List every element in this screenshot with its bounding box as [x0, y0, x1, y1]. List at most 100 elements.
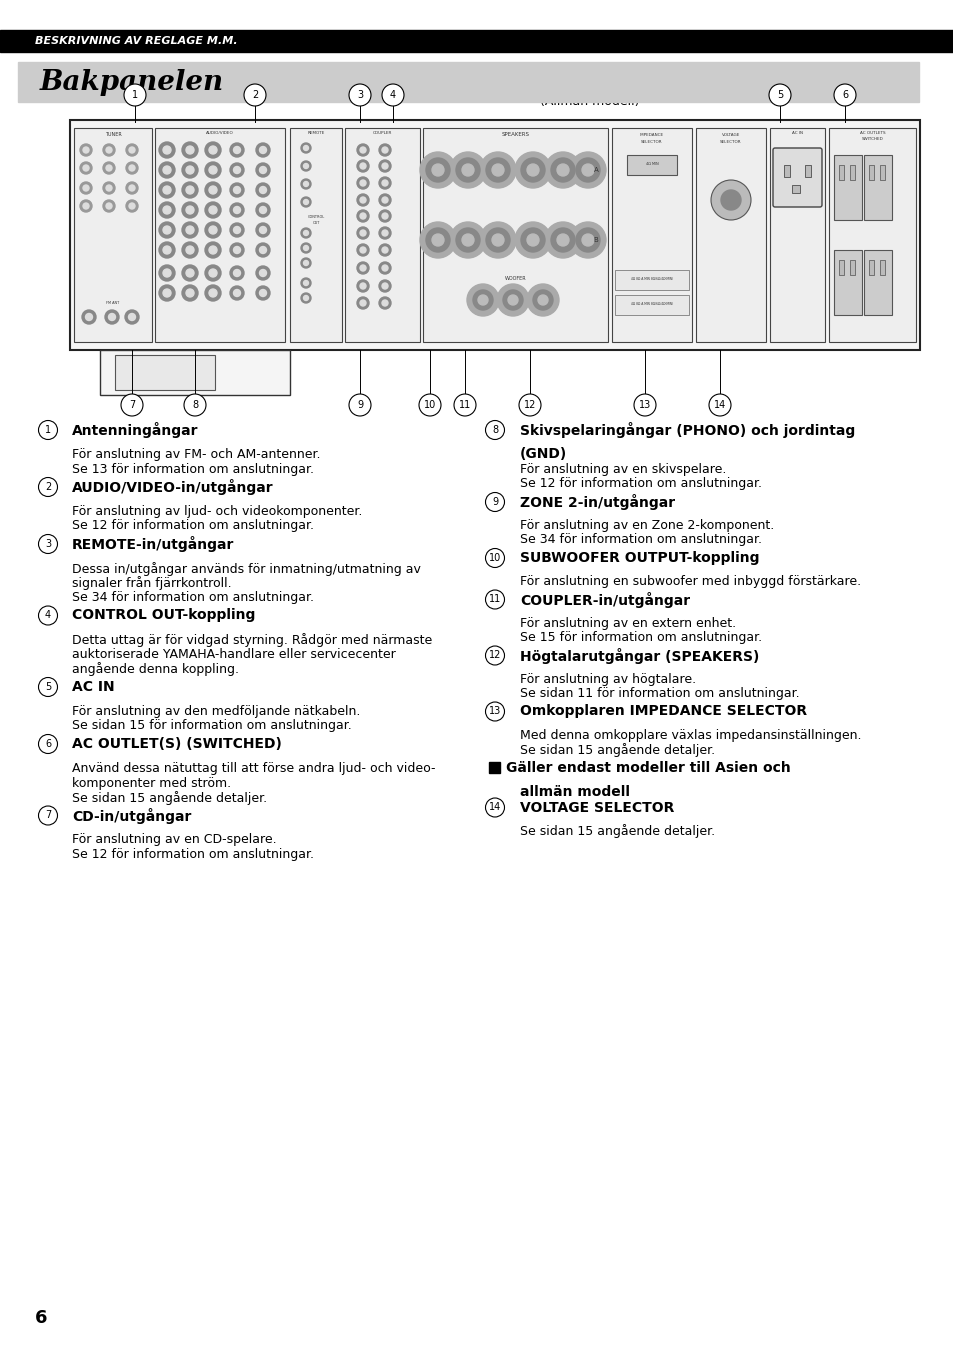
Circle shape	[126, 144, 138, 156]
Circle shape	[381, 283, 388, 288]
Circle shape	[454, 394, 476, 417]
Circle shape	[186, 226, 193, 235]
Text: 14: 14	[488, 802, 500, 813]
Circle shape	[418, 394, 440, 417]
Circle shape	[518, 394, 540, 417]
Bar	[615, 270, 688, 290]
Text: 9: 9	[356, 400, 363, 410]
Circle shape	[356, 210, 369, 222]
Circle shape	[38, 806, 57, 825]
Circle shape	[233, 147, 240, 154]
Bar	[422, 128, 607, 342]
Circle shape	[163, 206, 171, 214]
Circle shape	[209, 186, 216, 194]
Circle shape	[233, 247, 240, 253]
Circle shape	[209, 226, 216, 235]
Circle shape	[159, 182, 174, 198]
Text: Se 12 för information om anslutningar.: Se 12 för information om anslutningar.	[519, 477, 761, 491]
Circle shape	[356, 194, 369, 206]
Text: 4: 4	[45, 611, 51, 620]
Text: (GND): (GND)	[519, 448, 567, 461]
Circle shape	[461, 235, 474, 245]
Circle shape	[359, 197, 366, 204]
Text: SELECTOR: SELECTOR	[720, 140, 741, 144]
Circle shape	[497, 284, 529, 315]
Circle shape	[159, 202, 174, 218]
Text: 4Ω 8Ω A-MIN 8Ω/6Ω/4Ω(MIN): 4Ω 8Ω A-MIN 8Ω/6Ω/4Ω(MIN)	[630, 276, 673, 280]
Circle shape	[205, 243, 221, 257]
Circle shape	[467, 284, 498, 315]
Circle shape	[124, 84, 146, 106]
Circle shape	[720, 190, 740, 210]
Circle shape	[381, 266, 388, 271]
Circle shape	[205, 266, 221, 280]
Circle shape	[163, 166, 171, 174]
Circle shape	[356, 297, 369, 309]
Circle shape	[38, 607, 57, 625]
Circle shape	[159, 162, 174, 178]
Circle shape	[569, 222, 605, 257]
Bar	[154, 128, 285, 342]
Circle shape	[576, 158, 599, 182]
Text: 11: 11	[458, 400, 471, 410]
Bar	[696, 128, 765, 342]
Circle shape	[515, 152, 551, 187]
Circle shape	[456, 228, 479, 252]
Circle shape	[38, 477, 57, 496]
Circle shape	[205, 142, 221, 158]
Text: A: A	[593, 167, 598, 173]
Text: 12: 12	[488, 651, 500, 661]
Circle shape	[209, 206, 216, 214]
Circle shape	[129, 147, 135, 154]
Circle shape	[303, 295, 308, 301]
Circle shape	[833, 84, 855, 106]
Text: För anslutning en subwoofer med inbyggd förstärkare.: För anslutning en subwoofer med inbyggd …	[519, 576, 861, 588]
Text: CD-in/utgångar: CD-in/utgångar	[71, 807, 192, 824]
Circle shape	[557, 235, 568, 245]
Text: Detta uttag är för vidgad styrning. Rådgör med närmaste: Detta uttag är för vidgad styrning. Rådg…	[71, 634, 432, 647]
Circle shape	[485, 492, 504, 511]
Circle shape	[456, 158, 479, 182]
Circle shape	[184, 394, 206, 417]
Circle shape	[485, 421, 504, 439]
Circle shape	[182, 222, 198, 239]
Circle shape	[230, 286, 244, 301]
Circle shape	[182, 162, 198, 178]
Circle shape	[576, 228, 599, 252]
Circle shape	[186, 166, 193, 174]
Circle shape	[233, 186, 240, 194]
Bar	[849, 260, 854, 275]
Circle shape	[485, 158, 510, 182]
Circle shape	[301, 278, 311, 288]
Circle shape	[80, 162, 91, 174]
Circle shape	[126, 200, 138, 212]
Circle shape	[551, 158, 575, 182]
Circle shape	[125, 310, 139, 324]
FancyBboxPatch shape	[772, 148, 821, 208]
Text: FM ANT: FM ANT	[107, 301, 119, 305]
Circle shape	[356, 144, 369, 156]
Text: 7: 7	[45, 810, 51, 821]
Bar	[18, 62, 918, 102]
Circle shape	[233, 206, 240, 213]
Circle shape	[419, 152, 456, 187]
Circle shape	[301, 228, 311, 239]
Text: Omkopplaren IMPEDANCE SELECTOR: Omkopplaren IMPEDANCE SELECTOR	[519, 705, 806, 718]
Text: 4: 4	[390, 90, 395, 100]
Circle shape	[479, 152, 516, 187]
Circle shape	[163, 186, 171, 194]
Circle shape	[103, 144, 115, 156]
Text: SPEAKERS: SPEAKERS	[501, 132, 529, 137]
Circle shape	[378, 297, 391, 309]
Text: Se 12 för information om anslutningar.: Se 12 för information om anslutningar.	[71, 519, 314, 532]
Circle shape	[381, 301, 388, 306]
Text: (Allmän modell): (Allmän modell)	[539, 96, 639, 108]
Text: ZONE 2-in/utgångar: ZONE 2-in/utgångar	[519, 493, 675, 510]
Circle shape	[159, 266, 174, 280]
Text: 6: 6	[45, 739, 51, 749]
Text: B: B	[593, 237, 598, 243]
Text: signaler från fjärrkontroll.: signaler från fjärrkontroll.	[71, 577, 232, 590]
Text: Högtalarutgångar (SPEAKERS): Högtalarutgångar (SPEAKERS)	[519, 647, 759, 663]
Circle shape	[301, 243, 311, 253]
Circle shape	[378, 160, 391, 173]
